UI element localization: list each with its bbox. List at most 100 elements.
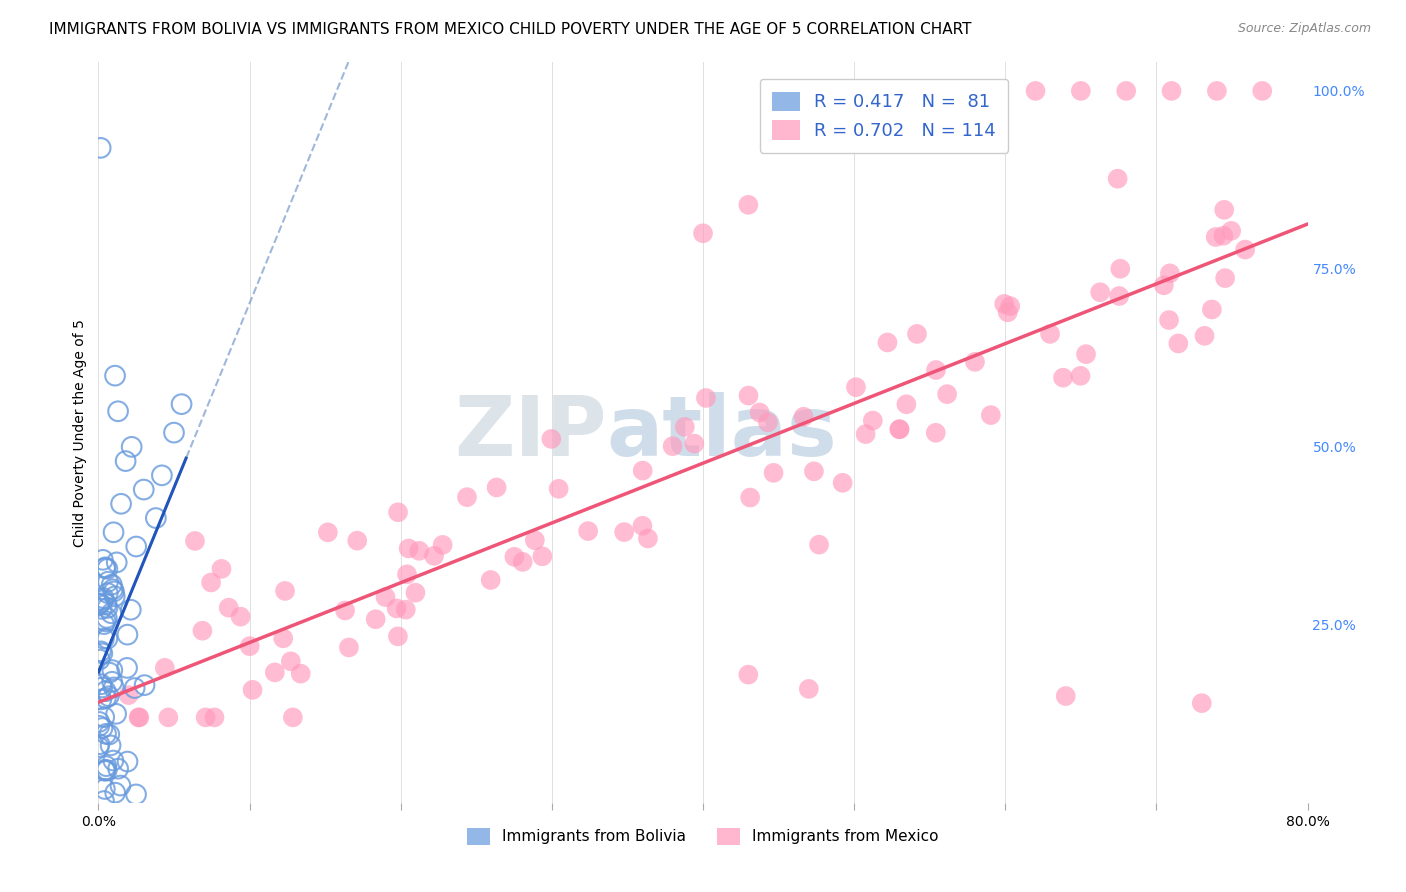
Point (89, 652, 111, 666)
Point (1201, 302, 1223, 317)
Point (125, 788, 148, 802)
Point (124, 681, 146, 695)
Point (1191, 696, 1213, 710)
Point (87, 598, 110, 612)
Point (91, 593, 114, 607)
Point (128, 710, 150, 724)
Point (107, 762, 129, 776)
Point (692, 227, 714, 241)
Point (101, 674, 124, 689)
Point (89, 596, 111, 610)
Point (96, 597, 118, 611)
Point (105, 555, 128, 569)
Point (110, 497, 132, 511)
Point (364, 612, 387, 626)
Point (103, 584, 125, 599)
Point (423, 549, 446, 563)
Point (398, 541, 420, 556)
Point (90, 602, 112, 616)
Point (191, 624, 214, 638)
Point (862, 413, 884, 427)
Point (737, 388, 759, 402)
Point (153, 661, 176, 675)
Point (94, 691, 117, 706)
Point (200, 575, 222, 590)
Point (695, 391, 717, 405)
Text: IMMIGRANTS FROM BOLIVIA VS IMMIGRANTS FROM MEXICO CHILD POVERTY UNDER THE AGE OF: IMMIGRANTS FROM BOLIVIA VS IMMIGRANTS FR… (49, 22, 972, 37)
Point (1234, 243, 1257, 257)
Point (194, 710, 217, 724)
Point (96, 763, 118, 777)
Legend: Immigrants from Bolivia, Immigrants from Mexico: Immigrants from Bolivia, Immigrants from… (461, 822, 945, 851)
Point (740, 491, 762, 505)
Point (94, 684, 117, 698)
Point (997, 305, 1019, 319)
Point (1054, 689, 1077, 703)
Point (105, 706, 128, 721)
Point (876, 335, 898, 350)
Point (756, 415, 779, 429)
Point (1220, 224, 1243, 238)
Point (96, 601, 118, 615)
Point (107, 404, 129, 418)
Point (91, 553, 114, 567)
Y-axis label: Child Poverty Under the Age of 5: Child Poverty Under the Age of 5 (73, 318, 87, 547)
Point (121, 440, 143, 454)
Point (157, 710, 180, 724)
Point (905, 326, 928, 341)
Point (134, 678, 156, 692)
Point (631, 518, 654, 533)
Point (540, 432, 562, 446)
Point (889, 422, 911, 436)
Point (100, 739, 122, 753)
Point (93, 794, 115, 808)
Point (91, 646, 114, 660)
Point (96, 759, 118, 773)
Point (404, 585, 426, 599)
Point (673, 420, 696, 434)
Point (503, 549, 526, 564)
Point (963, 355, 986, 369)
Point (337, 640, 360, 655)
Point (925, 425, 948, 440)
Point (1167, 336, 1189, 351)
Point (576, 524, 599, 538)
Point (1070, 368, 1092, 383)
Point (90, 644, 112, 658)
Point (1153, 278, 1175, 293)
Point (845, 380, 868, 394)
Point (661, 439, 683, 453)
Point (101, 663, 124, 677)
Point (94, 781, 117, 796)
Point (925, 363, 948, 377)
Point (120, 603, 142, 617)
Point (333, 603, 356, 617)
Point (1108, 289, 1130, 303)
Point (762, 466, 785, 480)
Point (1213, 271, 1236, 285)
Point (855, 427, 877, 442)
Point (395, 602, 418, 616)
Point (1115, 84, 1137, 98)
Point (1205, 230, 1227, 244)
Point (1251, 84, 1274, 98)
Point (104, 368, 127, 383)
Point (531, 549, 554, 564)
Point (1000, 299, 1022, 313)
Point (90, 692, 112, 706)
Point (808, 538, 831, 552)
Point (94, 561, 117, 575)
Point (94, 763, 117, 777)
Point (94, 615, 117, 629)
Point (132, 483, 155, 497)
Point (1194, 328, 1216, 343)
Point (100, 607, 122, 621)
Text: Source: ZipAtlas.com: Source: ZipAtlas.com (1237, 22, 1371, 36)
Point (737, 198, 759, 212)
Point (263, 665, 285, 680)
Point (184, 533, 207, 548)
Point (115, 661, 138, 675)
Point (103, 525, 125, 540)
Point (290, 666, 312, 681)
Point (150, 468, 173, 483)
